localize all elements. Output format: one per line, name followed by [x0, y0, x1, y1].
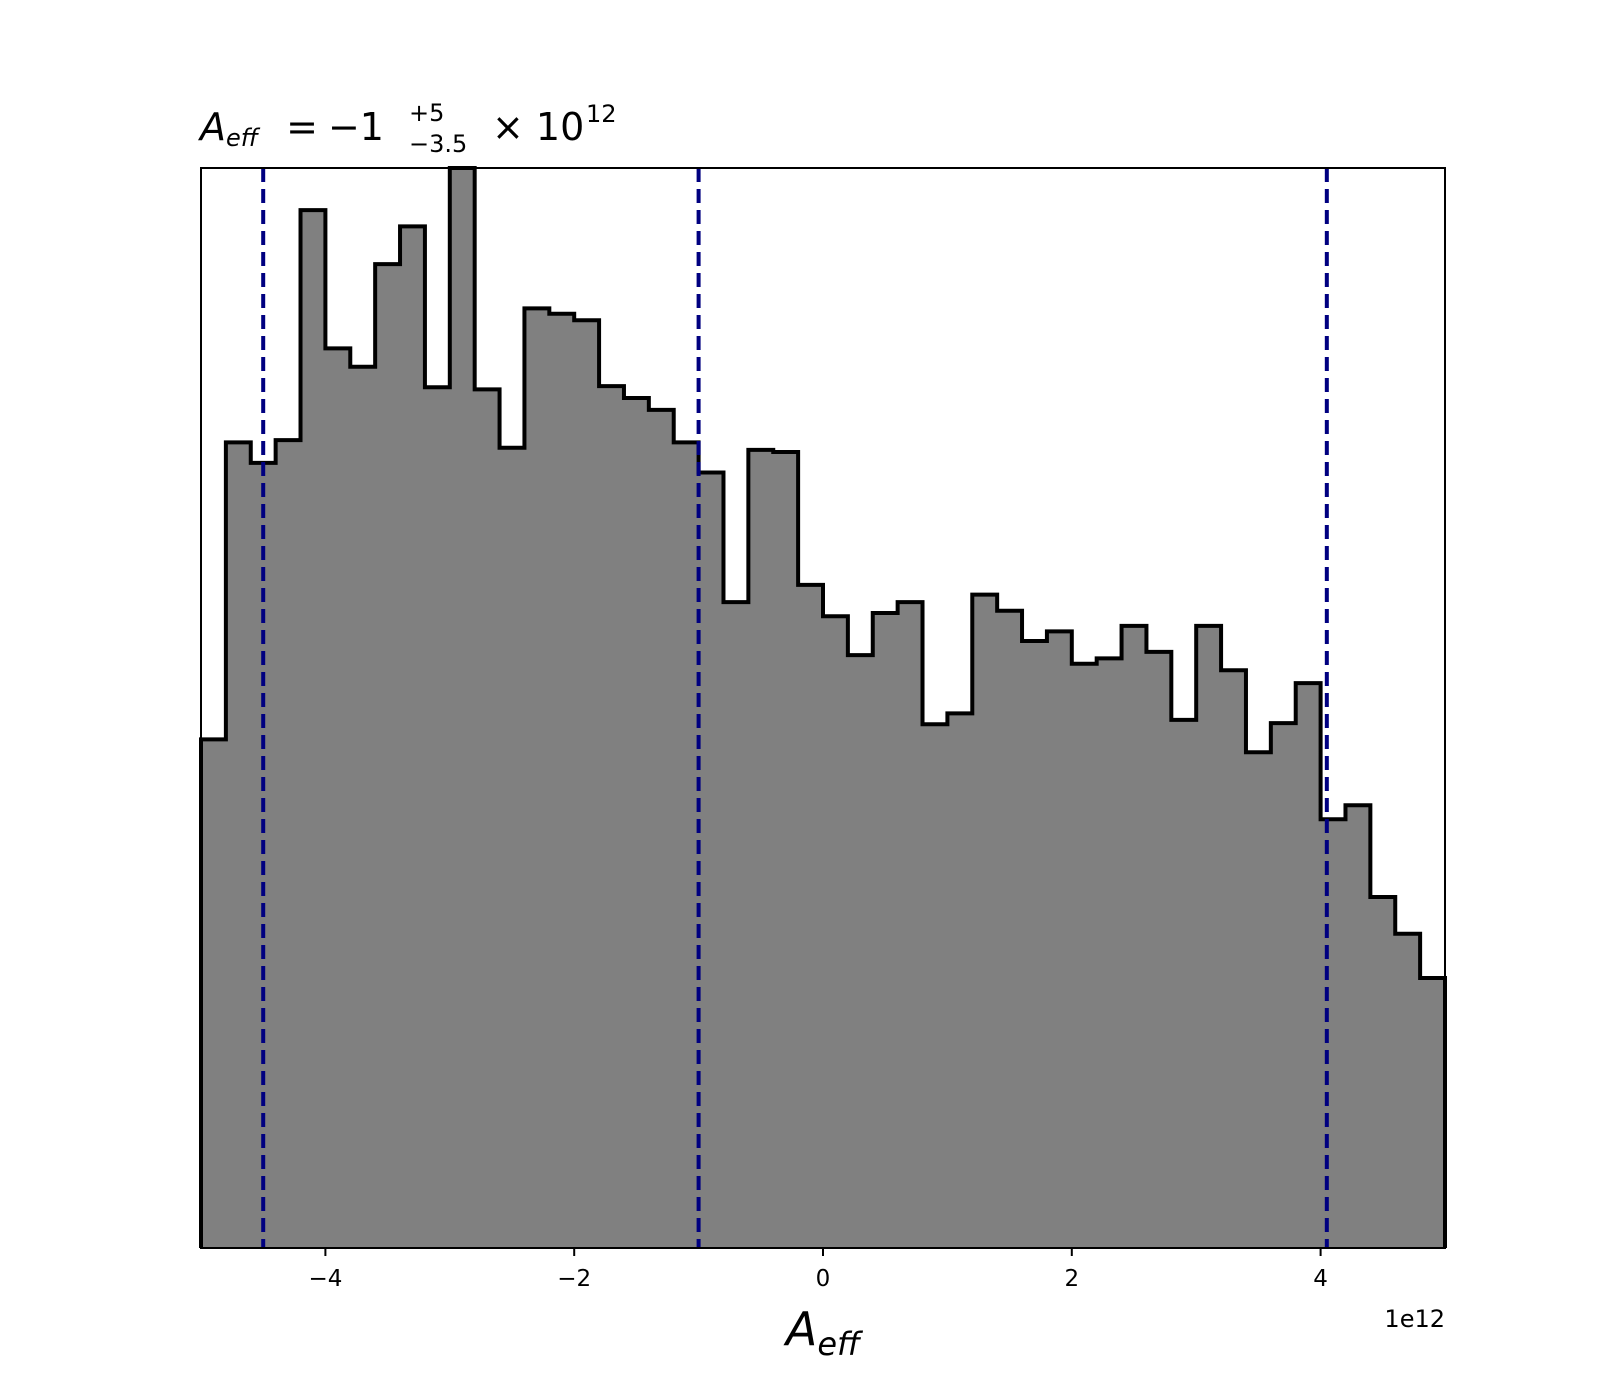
title-exponent: 12 — [586, 100, 617, 128]
histogram-bar — [798, 584, 824, 1248]
title-text: Aeff = −1 — [197, 105, 384, 152]
histogram-bar — [997, 610, 1023, 1248]
histogram-bar — [1245, 752, 1272, 1248]
histogram-bar — [872, 612, 899, 1248]
title-plus-error: +5 — [409, 99, 444, 127]
histogram-bar — [424, 387, 451, 1248]
histogram-bar — [1395, 933, 1421, 1248]
histogram-bar — [1196, 625, 1222, 1248]
histogram-bar — [549, 313, 575, 1248]
histogram-bar — [300, 210, 326, 1248]
histogram-bar — [1046, 631, 1073, 1248]
x-tick-label: −4 — [308, 1266, 342, 1292]
histogram-bar — [1171, 719, 1197, 1248]
histogram-bar — [623, 398, 650, 1248]
chart-title: Aeff = −1 +5 −3.5 × 10 12 — [197, 99, 617, 158]
histogram-bar — [847, 655, 874, 1248]
title-value: −1 — [328, 105, 384, 149]
x-axis-label: Aeff — [783, 1302, 864, 1363]
histogram-bar — [1071, 663, 1098, 1248]
histogram-bar — [350, 366, 376, 1249]
histogram-step-outline — [199, 166, 1447, 1248]
histogram-bar — [325, 348, 351, 1248]
x-tick-label: 4 — [1313, 1266, 1328, 1292]
histogram-bar — [922, 724, 948, 1248]
histogram-bar — [673, 442, 700, 1248]
title-times-ten: × 10 — [492, 105, 584, 149]
xlabel-symbol-sub: eff — [817, 1325, 864, 1363]
histogram-bar — [574, 320, 600, 1248]
histogram-bar — [1345, 805, 1371, 1248]
histogram-bar — [375, 264, 401, 1248]
histogram-bar — [648, 409, 675, 1248]
histogram-bar — [225, 442, 252, 1248]
histogram-bar — [499, 447, 525, 1249]
x-axis-ticks: −4 −2 0 2 4 — [308, 1248, 1328, 1292]
histogram-bar — [201, 739, 227, 1248]
histogram-bar — [524, 308, 550, 1248]
histogram-bar — [1370, 897, 1396, 1248]
histogram-bar — [1295, 683, 1322, 1248]
histogram-bar — [1146, 651, 1172, 1248]
x-offset-label: 1e12 — [1384, 1305, 1445, 1333]
x-tick-label: 0 — [816, 1266, 831, 1292]
histogram-bar — [1221, 670, 1247, 1248]
histogram-bar — [748, 449, 774, 1248]
title-symbol-sub: eff — [226, 124, 261, 152]
title-minus-error: −3.5 — [409, 130, 467, 158]
x-tick-label: 2 — [1064, 1266, 1079, 1292]
histogram-bar — [1022, 641, 1048, 1248]
title-symbol: A — [197, 105, 226, 149]
histogram-bar — [400, 226, 426, 1248]
title-equals: = — [286, 105, 318, 149]
xlabel-symbol: A — [783, 1302, 817, 1356]
histogram-bar — [723, 602, 749, 1248]
histogram-bar — [1270, 723, 1297, 1248]
histogram-bar — [449, 168, 476, 1248]
histogram-bar — [474, 389, 501, 1248]
histogram-bar — [947, 713, 973, 1248]
histogram-bar — [1320, 819, 1346, 1248]
histogram-bar — [275, 440, 302, 1248]
histogram-bar — [698, 472, 724, 1248]
x-tick-label: −2 — [557, 1266, 591, 1292]
histogram-bar — [773, 452, 799, 1248]
histogram-bar — [823, 616, 849, 1248]
histogram-bar — [599, 386, 625, 1248]
histogram-bar — [1420, 978, 1446, 1248]
histogram-bar — [1121, 625, 1147, 1248]
histogram-bar — [972, 594, 998, 1248]
quantile-lines — [261, 168, 1329, 1248]
histogram-bar — [897, 602, 924, 1248]
histogram-bar — [1096, 658, 1123, 1248]
histogram-bars — [201, 168, 1446, 1249]
